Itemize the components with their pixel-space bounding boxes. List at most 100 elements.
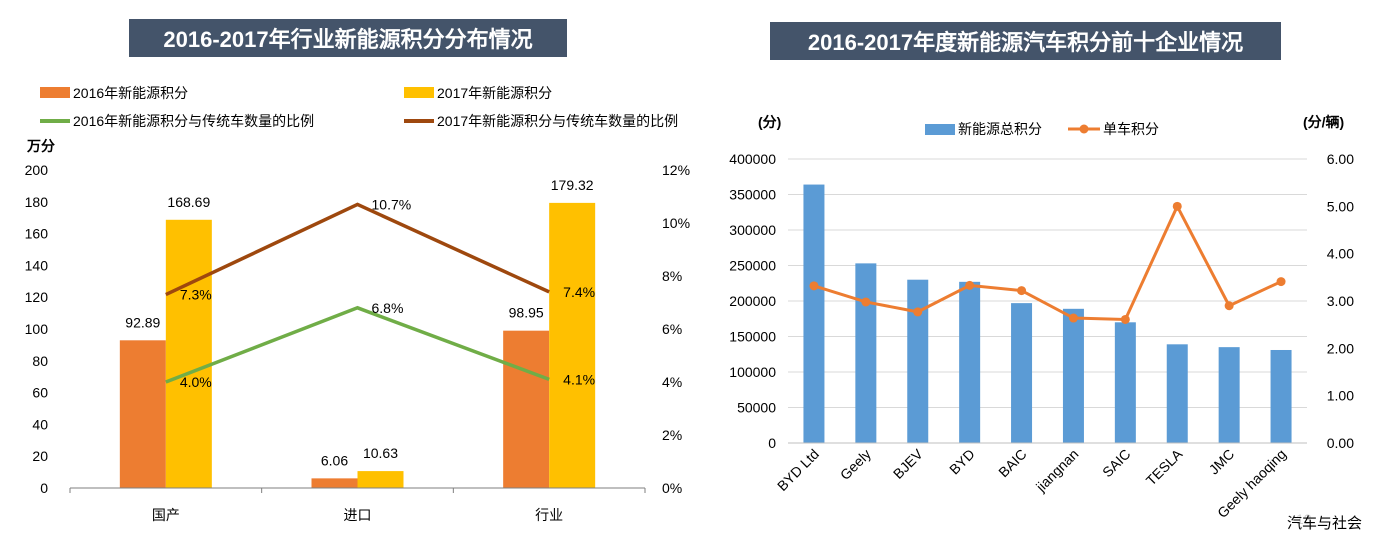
bar-value-label: 179.32 xyxy=(551,177,594,193)
y2-tick-label: 10% xyxy=(662,215,690,231)
bar xyxy=(311,478,358,488)
bar xyxy=(1114,322,1136,443)
right-chart-title: 2016-2017年度新能源汽车积分前十企业情况 xyxy=(770,22,1281,60)
y-tick-label: 300000 xyxy=(729,222,776,238)
bar xyxy=(357,471,404,488)
legend-label-2: 2016年新能源积分与传统车数量的比例 xyxy=(73,113,314,129)
bar xyxy=(1166,344,1188,443)
y2-tick-label: 12% xyxy=(662,162,690,178)
y-tick-label: 100 xyxy=(25,321,49,337)
left-chart-title: 2016-2017年行业新能源积分分布情况 xyxy=(129,19,567,57)
bar xyxy=(1011,303,1033,443)
legend-swatch-0 xyxy=(40,87,70,98)
x-tick-label: BYD Ltd xyxy=(774,446,822,494)
x-tick-label: BJEV xyxy=(890,445,927,482)
line-value-label: 6.8% xyxy=(372,300,404,316)
x-tick-label: Geely xyxy=(837,446,874,483)
legend-swatch-1 xyxy=(404,87,434,98)
bar-value-label: 98.95 xyxy=(509,305,544,321)
line-point xyxy=(1120,314,1130,324)
y-tick-label: 40 xyxy=(32,416,48,432)
line-value-label: 7.3% xyxy=(180,287,212,303)
y-tick-label: 200 xyxy=(25,162,49,178)
x-tick-label: 进口 xyxy=(344,507,372,523)
line-point xyxy=(1276,277,1286,287)
line-point xyxy=(965,280,975,290)
line-point xyxy=(809,281,819,291)
y2-tick-label: 1.00 xyxy=(1327,388,1354,404)
y2-tick-label: 3.00 xyxy=(1327,293,1354,309)
bar xyxy=(119,340,166,488)
y2-axis-unit: (分/辆) xyxy=(1303,114,1344,130)
y2-tick-label: 4% xyxy=(662,374,682,390)
x-tick-label: 行业 xyxy=(535,507,563,523)
bar-value-label: 10.63 xyxy=(363,445,398,461)
y2-tick-label: 5.00 xyxy=(1327,198,1354,214)
x-tick-label: SAIC xyxy=(1099,446,1133,480)
legend-label-line: 单车积分 xyxy=(1103,121,1159,137)
y2-tick-label: 8% xyxy=(662,268,682,284)
y-tick-label: 80 xyxy=(32,353,48,369)
legend-swatch-bar xyxy=(925,124,955,135)
legend-marker-line xyxy=(1079,124,1089,134)
line-point xyxy=(1017,286,1027,296)
line-value-label: 7.4% xyxy=(563,284,595,300)
legend-label-0: 2016年新能源积分 xyxy=(73,85,188,101)
x-tick-label: TESLA xyxy=(1143,445,1186,488)
y-tick-label: 50000 xyxy=(737,400,776,416)
series-line xyxy=(165,202,550,297)
y-tick-label: 20 xyxy=(32,448,48,464)
y2-tick-label: 0.00 xyxy=(1327,435,1354,451)
bar xyxy=(855,263,877,443)
bar xyxy=(1062,308,1084,443)
line-point xyxy=(1224,301,1234,311)
x-tick-label: JMC xyxy=(1206,446,1238,478)
y-tick-label: 160 xyxy=(25,226,49,242)
y-tick-label: 150000 xyxy=(729,329,776,345)
series-line xyxy=(165,305,550,384)
y-tick-label: 200000 xyxy=(729,293,776,309)
series-line xyxy=(813,202,1282,321)
legend-label-1: 2017年新能源积分 xyxy=(437,85,552,101)
bar xyxy=(959,281,981,443)
bar xyxy=(1218,347,1240,443)
legend-label-bar: 新能源总积分 xyxy=(958,121,1042,137)
y2-tick-label: 6% xyxy=(662,321,682,337)
bar xyxy=(503,330,550,488)
y-tick-label: 60 xyxy=(32,385,48,401)
line-point xyxy=(861,297,871,307)
y-tick-label: 0 xyxy=(768,435,776,451)
y-axis-unit: 万分 xyxy=(26,138,55,154)
y2-tick-label: 6.00 xyxy=(1327,151,1354,167)
bar-value-label: 92.89 xyxy=(125,314,160,330)
line-point xyxy=(1172,201,1182,211)
line-value-label: 10.7% xyxy=(372,196,412,212)
y-tick-label: 140 xyxy=(25,257,49,273)
y-tick-label: 120 xyxy=(25,289,49,305)
y-tick-label: 350000 xyxy=(729,187,776,203)
bar xyxy=(1270,349,1292,443)
bar xyxy=(907,279,929,443)
line-point xyxy=(1068,313,1078,323)
watermark: 汽车与社会 xyxy=(1286,515,1362,532)
bar-value-label: 168.69 xyxy=(167,194,210,210)
legend-label-3: 2017年新能源积分与传统车数量的比例 xyxy=(437,113,678,129)
bar-value-label: 6.06 xyxy=(321,452,348,468)
y-tick-label: 400000 xyxy=(729,151,776,167)
line-value-label: 4.1% xyxy=(563,371,595,387)
y-axis-unit: (分) xyxy=(758,114,781,130)
x-tick-label: BYD xyxy=(946,446,978,478)
x-tick-label: BAIC xyxy=(995,446,1029,480)
bar xyxy=(803,184,825,443)
y2-tick-label: 2% xyxy=(662,427,682,443)
y-tick-label: 100000 xyxy=(729,364,776,380)
y2-tick-label: 2.00 xyxy=(1327,340,1354,356)
page-number: 13 xyxy=(1296,511,1312,527)
y2-tick-label: 0% xyxy=(662,480,682,496)
bar xyxy=(549,202,596,488)
x-tick-label: 国产 xyxy=(152,507,180,523)
y-tick-label: 0 xyxy=(40,480,48,496)
line-point xyxy=(913,307,923,317)
x-tick-label: jiangnan xyxy=(1032,446,1081,495)
